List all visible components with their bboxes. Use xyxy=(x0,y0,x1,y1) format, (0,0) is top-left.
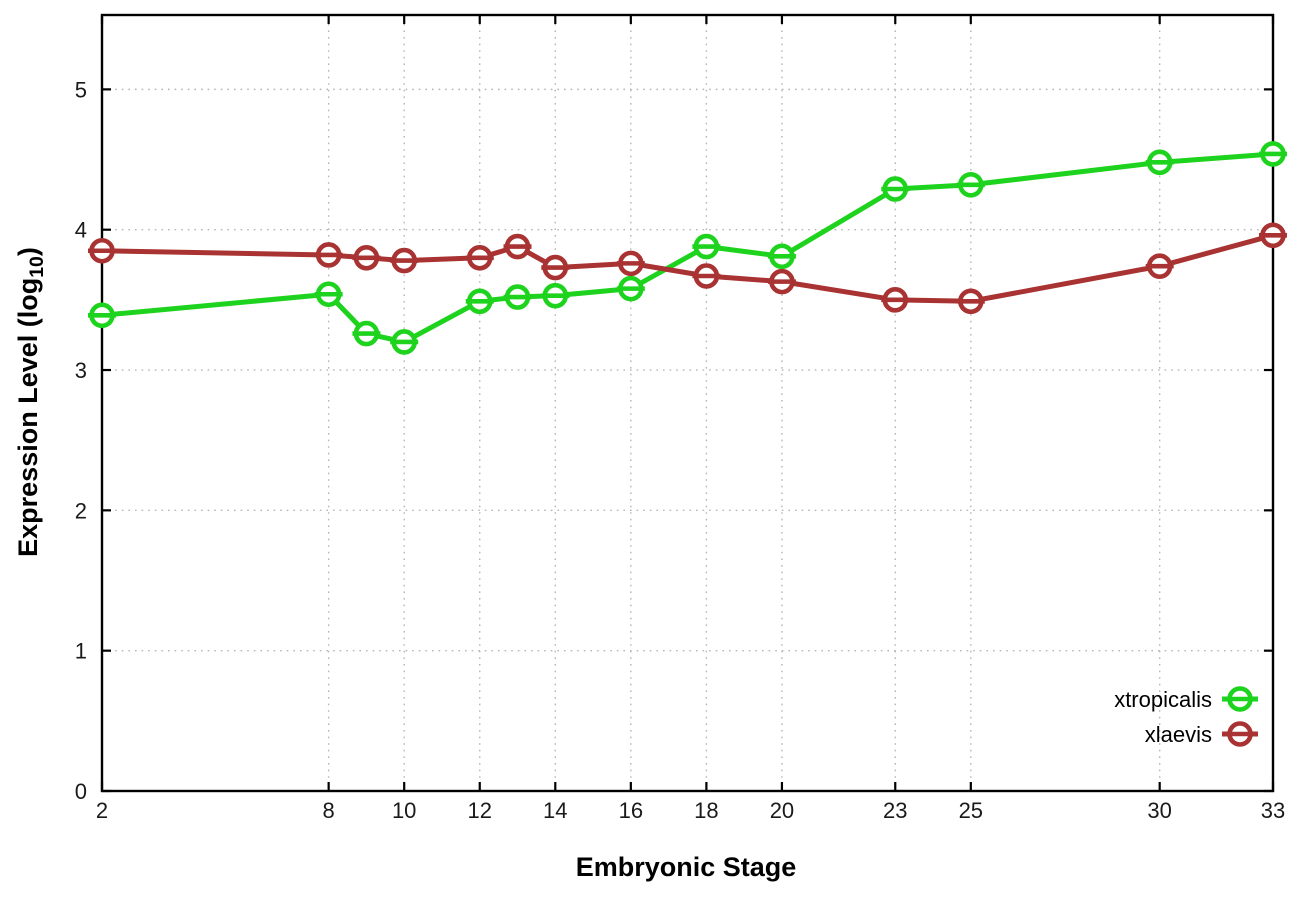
x-tick-label: 20 xyxy=(770,798,794,823)
x-tick-label: 2 xyxy=(96,798,108,823)
series-line-xtropicalis xyxy=(99,151,1276,345)
x-tick-label: 8 xyxy=(323,798,335,823)
y-axis-title-subscript: 10 xyxy=(26,256,49,278)
y-tick-label: 5 xyxy=(75,77,87,102)
y-axis-title-close: ) xyxy=(12,247,43,257)
legend-label-xtropicalis: xtropicalis xyxy=(1114,687,1212,712)
x-axis-title: Embryonic Stage xyxy=(575,852,797,882)
x-tick-label: 33 xyxy=(1261,798,1285,823)
x-tick-label: 14 xyxy=(543,798,567,823)
y-tick-label: 2 xyxy=(75,498,87,523)
plot-border xyxy=(100,13,1275,793)
x-tick-label: 18 xyxy=(694,798,718,823)
y-tick-label: 1 xyxy=(75,639,87,664)
x-tick-label: 12 xyxy=(467,798,491,823)
x-tick-label: 25 xyxy=(959,798,983,823)
y-tick-label: 0 xyxy=(75,779,87,804)
y-axis-title-text: Expression Level (log xyxy=(12,277,43,557)
series-line-xlaevis xyxy=(99,232,1276,304)
legend-label-xlaevis: xlaevis xyxy=(1145,722,1212,747)
y-axis-title: Expression Level (log10) xyxy=(13,247,49,557)
x-tick-label: 10 xyxy=(392,798,416,823)
y-tick-label: 3 xyxy=(75,358,87,383)
x-tick-label: 23 xyxy=(883,798,907,823)
x-tick-label: 16 xyxy=(619,798,643,823)
y-tick-label: 4 xyxy=(75,218,87,243)
x-tick-label: 30 xyxy=(1147,798,1171,823)
